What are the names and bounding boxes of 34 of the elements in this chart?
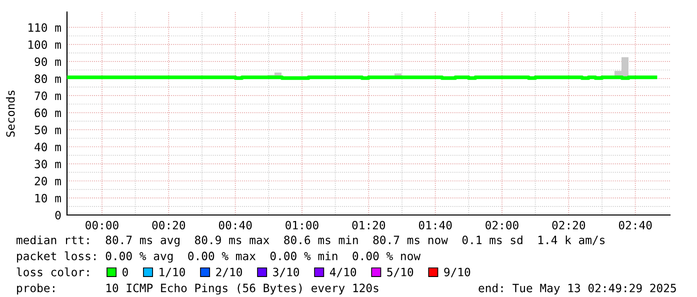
text: end: Tue May 13 02:49:29 2025 xyxy=(478,284,676,295)
x-tick-label: 01:20 xyxy=(352,220,386,230)
y-tick-label: 60 m xyxy=(34,108,61,118)
y-tick-label: 100 m xyxy=(28,40,61,49)
x-tick-label: 00:40 xyxy=(218,220,252,230)
x-tick-label: 02:00 xyxy=(486,220,518,230)
x-tick-label: 00:20 xyxy=(152,220,186,230)
legend-label: 1/10 xyxy=(160,268,185,278)
y-tick-label: 110 m xyxy=(28,23,61,32)
text: probe: 10 ICMP Echo Pings (56 Bytes) every 120s xyxy=(17,283,378,295)
x-tick-label: 01:40 xyxy=(418,220,452,230)
x-tick-label: 02:40 xyxy=(618,220,652,230)
y-tick-label: 50 m xyxy=(34,126,61,134)
legend-label: 3/10 xyxy=(273,268,300,278)
y-tick-label: 70 m xyxy=(34,91,61,100)
legend-label: 0 xyxy=(122,268,128,276)
x-tick-label: 01:00 xyxy=(286,220,318,230)
legend-label: 4/10 xyxy=(330,268,356,278)
y-tick-label: 80 m xyxy=(34,74,61,84)
text: packet loss: 0.00 % avg 0.00 % max 0.00 % min 0.00 % now xyxy=(17,251,421,263)
y-tick-label: 0 xyxy=(55,210,61,220)
y-axis-title: Seconds xyxy=(6,90,15,137)
text: median rtt: 80.7 ms avg 80.9 ms max 80.6 ms min 80.7 ms now 0.1 ms sd 1.4 k am/s xyxy=(16,235,605,247)
y-tick-label: 40 m xyxy=(34,142,61,152)
legend-label: 5/10 xyxy=(387,268,414,278)
y-tick-label: 90 m xyxy=(34,57,61,66)
x-tick-label: 02:20 xyxy=(552,220,586,230)
legend-label: 9/10 xyxy=(444,268,470,278)
legend-label: 2/10 xyxy=(216,268,242,278)
y-tick-label: 10 m xyxy=(35,194,61,202)
y-tick-label: 30 m xyxy=(34,160,61,168)
x-tick-label: 00:00 xyxy=(86,220,118,230)
y-tick-label: 20 m xyxy=(34,176,61,186)
legend-title: loss color: xyxy=(16,267,89,276)
